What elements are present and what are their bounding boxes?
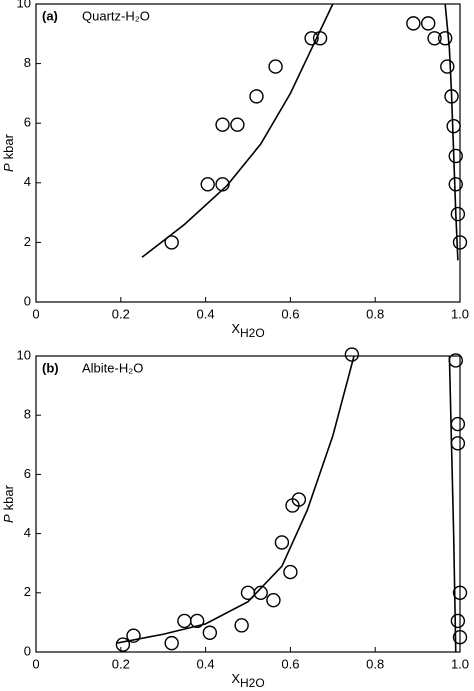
y-tick-label: 6 [24, 466, 31, 481]
y-tick-label: 2 [24, 234, 31, 249]
y-label-unit: kbar [1, 133, 16, 159]
data-point [344, 347, 360, 362]
x-label-subscript: H2O [240, 676, 265, 690]
data-point [253, 585, 268, 600]
y-tick-label: 6 [24, 115, 31, 130]
y-tick-label: 10 [17, 347, 31, 362]
data-point [249, 89, 264, 104]
data-point [437, 31, 453, 46]
data-point [268, 59, 283, 74]
data-point [304, 31, 319, 46]
x-tick-label: 0.2 [112, 306, 130, 321]
y-label-symbol: P [1, 514, 16, 523]
x-axis-label: XH2O [231, 321, 264, 340]
y-tick-label: 0 [24, 293, 31, 308]
data-point [312, 31, 328, 46]
x-tick-label: 0 [32, 306, 39, 321]
data-point [266, 593, 281, 608]
x-tick-label: 0.8 [366, 306, 384, 321]
data-point [421, 16, 436, 31]
data-point [448, 148, 463, 164]
data-point [164, 235, 179, 250]
data-point [427, 31, 442, 46]
plot-frame [35, 355, 461, 653]
x-tick-label: 0 [32, 656, 39, 671]
x-tick-label: 0.6 [281, 306, 299, 321]
y-tick-label: 8 [24, 55, 31, 70]
data-point [452, 585, 468, 600]
y-tick-label: 2 [24, 584, 31, 599]
data-point [177, 613, 192, 629]
annotation: Albite-H₂O [82, 360, 143, 375]
data-point [115, 637, 131, 652]
data-point [274, 535, 290, 550]
data-point [440, 59, 455, 74]
data-point [230, 117, 245, 132]
panel: 0 0.2 0.4 0.6 0.8 1.0 0 2 4 6 8 10 XH2O Pkbar (a) Quart… [1, 0, 469, 340]
y-tick-label: 0 [24, 643, 31, 658]
data-point [189, 613, 205, 629]
x-tick-label: 1.0 [451, 656, 469, 671]
fit-curve [116, 355, 355, 644]
data-point [126, 628, 141, 643]
y-label-symbol: P [1, 163, 16, 172]
x-label-subscript: H2O [240, 326, 265, 340]
data-point [450, 436, 466, 451]
y-tick-label: 10 [17, 0, 31, 10]
x-tick-label: 0.2 [112, 656, 130, 671]
data-point [450, 206, 466, 222]
annotation: Quartz-H₂O [82, 8, 150, 23]
x-tick-label: 0.8 [366, 656, 384, 671]
plot-frame [35, 3, 461, 303]
x-tick-label: 0.6 [281, 656, 299, 671]
fit-curve [141, 3, 334, 258]
data-point [450, 613, 466, 629]
data-point [450, 416, 466, 432]
y-axis-label: Pkbar [1, 133, 16, 172]
x-tick-label: 1.0 [451, 306, 469, 321]
data-point [291, 492, 307, 507]
y-tick-label: 8 [24, 407, 31, 422]
x-tick-label: 0.4 [197, 656, 215, 671]
y-label-unit: kbar [1, 484, 16, 510]
data-point [406, 16, 421, 31]
x-label-main: X [231, 321, 240, 336]
data-point [215, 117, 230, 132]
x-label-main: X [231, 671, 240, 686]
panel-label: (a) [42, 8, 58, 23]
x-tick-label: 0.4 [197, 306, 215, 321]
data-point [202, 625, 218, 640]
fit-curve [448, 355, 457, 653]
data-point [200, 177, 215, 192]
x-axis-label: XH2O [231, 671, 264, 690]
data-point [164, 635, 179, 651]
panel: 0 0.2 0.4 0.6 0.8 1.0 0 2 4 6 8 10 XH2O Pkbar (b) Albit… [1, 347, 469, 690]
panel-label: (b) [42, 360, 59, 375]
data-point [283, 564, 298, 580]
y-axis-label: Pkbar [1, 484, 16, 523]
y-tick-label: 4 [24, 174, 31, 189]
fit-curve [444, 3, 459, 261]
data-point [452, 235, 468, 250]
data-point [452, 630, 468, 645]
data-point [215, 177, 230, 192]
y-tick-label: 4 [24, 525, 31, 540]
data-point [234, 618, 249, 633]
